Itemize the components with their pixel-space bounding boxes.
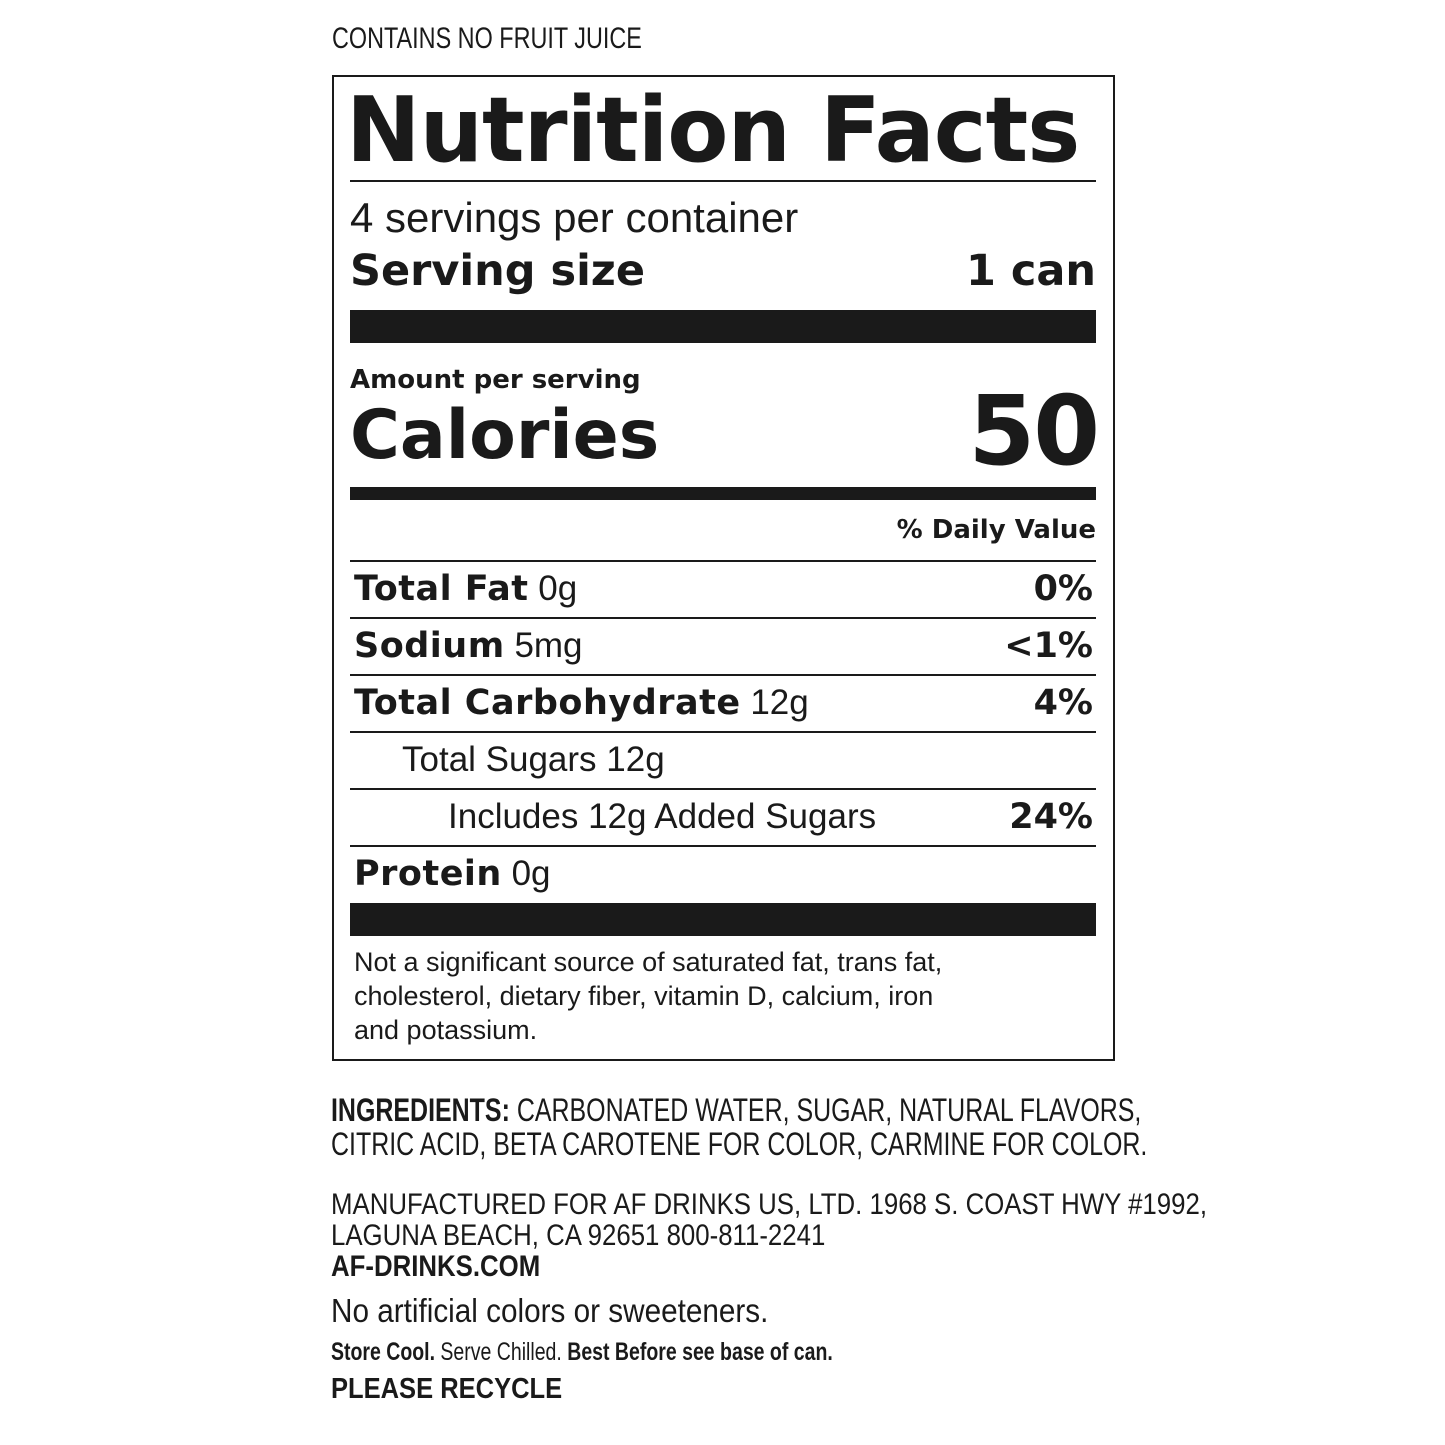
servings-per-container: 4 servings per container (350, 194, 799, 241)
nutrient-name: Protein (354, 853, 502, 894)
nutrient-name: Sodium (354, 625, 505, 666)
divider (350, 180, 1096, 182)
nutrient-dv: 4% (1033, 682, 1093, 723)
storage-text: Serve Chilled. (435, 1338, 568, 1366)
divider (350, 617, 1096, 619)
nutrient-amount: 0g (511, 853, 551, 893)
storage-instructions: Store Cool. Serve Chilled. Best Before s… (331, 1338, 833, 1367)
nutrient-row-total-fat: Total Fat 0g 0% (350, 560, 1096, 617)
website-link[interactable]: AF-DRINKS.COM (331, 1250, 541, 1283)
footnote: Not a significant source of saturated fa… (354, 945, 942, 1047)
daily-value-header: % Daily Value (896, 515, 1096, 545)
nutrient-row-sodium: Sodium 5mg <1% (350, 617, 1096, 674)
recycle-note: PLEASE RECYCLE (331, 1373, 563, 1405)
nutrient-name: Total Carbohydrate (354, 682, 741, 723)
nutrition-facts-panel (332, 75, 1115, 1061)
thick-divider (350, 903, 1096, 936)
storage-text: Store Cool. (331, 1338, 436, 1366)
nutrient-row-protein: Protein 0g (350, 845, 1096, 902)
claim: No artificial colors or sweeteners. (331, 1292, 769, 1329)
nutrient-amount: 5mg (514, 625, 583, 665)
divider (350, 731, 1096, 733)
nutrient-name: Includes 12g Added Sugars (448, 796, 877, 836)
storage-text: Best Before see base of can. (567, 1338, 833, 1366)
ingredients: INGREDIENTS: CARBONATED WATER, SUGAR, NA… (331, 1093, 1147, 1161)
manufacturer-line: MANUFACTURED FOR AF DRINKS US, LTD. 1968… (331, 1188, 1207, 1221)
nutrient-row-total-carbohydrate: Total Carbohydrate 12g 4% (350, 674, 1096, 731)
manufacturer-line: LAGUNA BEACH, CA 92651 800-811-2241 (331, 1219, 826, 1252)
thick-divider (350, 310, 1096, 343)
serving-size-value: 1 can (965, 246, 1096, 296)
footnote-line: cholesterol, dietary fiber, vitamin D, c… (354, 981, 934, 1011)
nutrient-row-total-sugars: Total Sugars 12g (350, 731, 1096, 788)
calories-label: Calories (350, 396, 660, 475)
label-title: Nutrition Facts (346, 78, 1080, 183)
ingredients-text: CARBONATED WATER, SUGAR, NATURAL FLAVORS… (516, 1092, 1142, 1128)
header-note: CONTAINS NO FRUIT JUICE (332, 22, 642, 55)
nutrient-row-added-sugars: Includes 12g Added Sugars 24% (350, 788, 1096, 845)
nutrient-amount: 0g (538, 568, 578, 608)
medium-divider (350, 487, 1096, 500)
amount-per-serving: Amount per serving (350, 365, 641, 395)
nutrient-name: Total Fat (354, 568, 529, 609)
serving-size-label: Serving size (350, 246, 645, 296)
nutrient-dv: <1% (1004, 625, 1093, 666)
footnote-line: Not a significant source of saturated fa… (354, 947, 943, 977)
nutrient-dv: 0% (1033, 568, 1093, 609)
divider (350, 674, 1096, 676)
divider (350, 845, 1096, 847)
calories-value: 50 (968, 375, 1100, 487)
nutrient-amount: 12g (750, 682, 809, 722)
ingredients-label: INGREDIENTS: (331, 1092, 510, 1128)
nutrient-name: Total Sugars 12g (402, 739, 665, 779)
divider (350, 560, 1096, 562)
footnote-line: and potassium. (354, 1015, 538, 1045)
nutrient-dv: 24% (1009, 796, 1093, 837)
manufacturer: MANUFACTURED FOR AF DRINKS US, LTD. 1968… (331, 1189, 1207, 1282)
ingredients-text: CITRIC ACID, BETA CAROTENE FOR COLOR, CA… (331, 1126, 1148, 1162)
divider (350, 788, 1096, 790)
